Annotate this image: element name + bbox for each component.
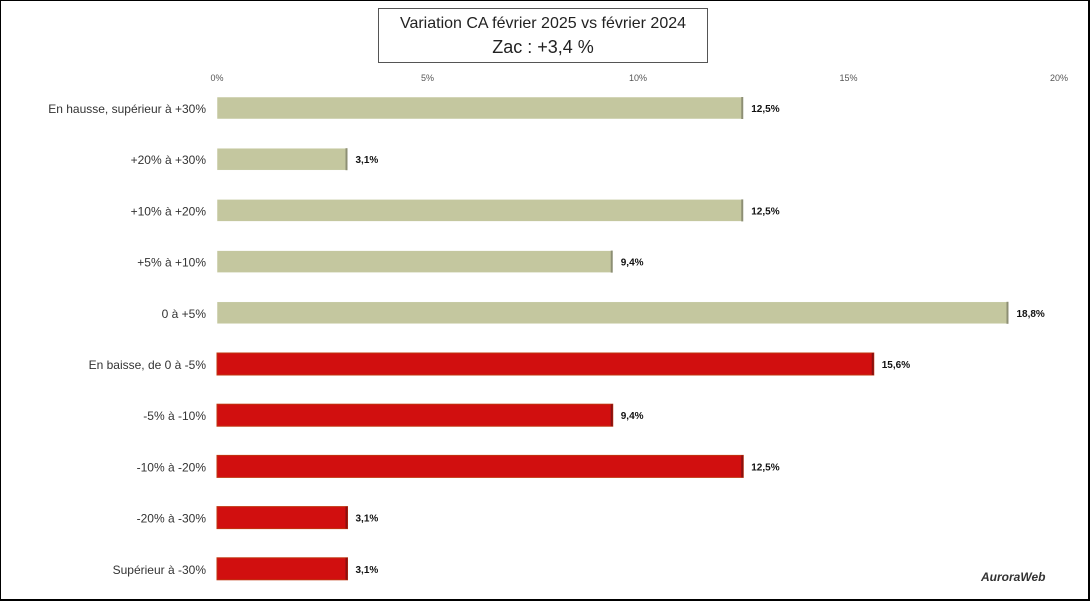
x-tick-label: 0% [210,73,223,83]
bar [216,147,348,171]
bar [216,557,349,581]
category-label: +20% à +30% [131,153,207,167]
x-tick-label: 20% [1050,73,1068,83]
brand-logo: AuroraWeb [981,570,1046,584]
category-label: -5% à -10% [143,409,206,423]
chart-title-box: Variation CA février 2025 vs février 202… [378,8,708,63]
bar [216,250,613,273]
bar-edge [345,506,348,529]
category-label: 0 à +5% [162,307,207,321]
data-label: 18,8% [1016,309,1044,320]
bar [216,403,614,427]
data-label: 3,1% [356,514,379,525]
bar [216,199,744,222]
bar-edge [1006,301,1009,324]
bar-edge [610,404,613,427]
x-tick-label: 5% [421,73,434,83]
bar [216,301,1009,325]
bar [216,352,875,376]
bar [216,506,349,530]
bar [216,96,744,120]
bar-edge [741,199,744,222]
data-label: 3,1% [356,565,379,576]
chart-title: Variation CA février 2025 vs février 202… [399,15,687,32]
x-tick-label: 10% [629,73,647,83]
data-label: 15,6% [882,360,910,371]
bar-edge [741,455,744,478]
category-label: -10% à -20% [137,460,207,474]
bar-edge [741,97,744,119]
data-label: 9,4% [621,258,644,269]
bar [216,454,744,478]
bar-edge [345,557,348,580]
x-tick-label: 15% [839,73,857,83]
category-label: En hausse, supérieur à +30% [48,102,206,116]
data-label: 3,1% [356,155,379,166]
data-label: 9,4% [621,411,644,422]
data-label: 12,5% [751,104,779,115]
category-label: En baisse, de 0 à -5% [89,358,207,372]
bar-edge [610,250,613,273]
chart-subtitle: Zac : +3,4 % [492,37,594,57]
category-label: -20% à -30% [137,512,207,526]
bar-edge [871,353,874,375]
data-label: 12,5% [751,206,779,217]
category-label: +10% à +20% [131,204,207,218]
category-label: +5% à +10% [137,256,206,270]
data-label: 12,5% [751,462,779,473]
bar-edge [345,148,348,171]
category-label: Supérieur à -30% [113,563,207,577]
